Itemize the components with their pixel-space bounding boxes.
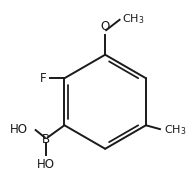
Text: HO: HO bbox=[10, 123, 28, 136]
Text: CH$_3$: CH$_3$ bbox=[121, 12, 144, 26]
Text: HO: HO bbox=[37, 158, 55, 171]
Text: CH$_3$: CH$_3$ bbox=[164, 123, 187, 137]
Text: F: F bbox=[40, 72, 46, 85]
Text: B: B bbox=[42, 133, 50, 146]
Text: O: O bbox=[101, 20, 110, 33]
